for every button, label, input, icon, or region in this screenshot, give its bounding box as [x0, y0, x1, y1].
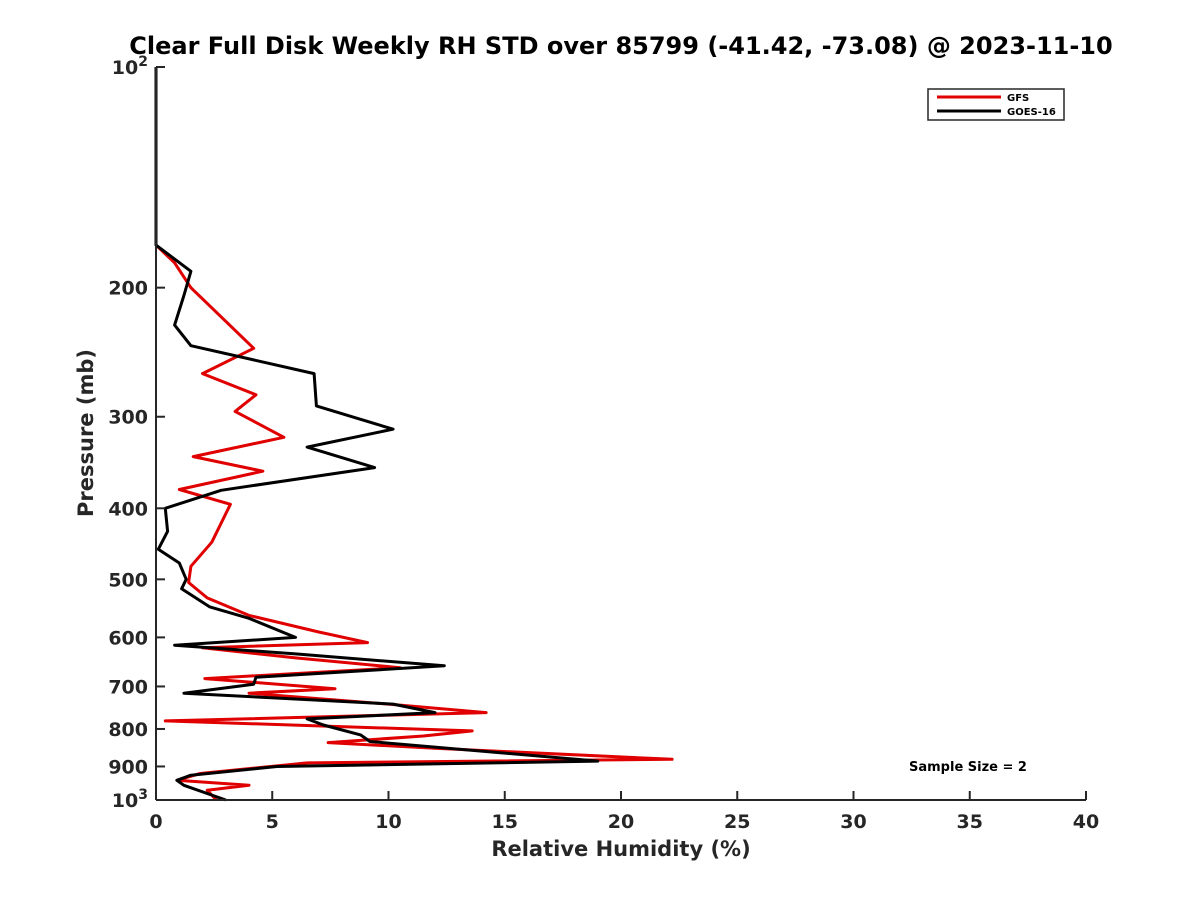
- x-tick-label: 5: [266, 811, 279, 833]
- sample-size-annotation: Sample Size = 2: [909, 760, 1027, 775]
- legend-box: [927, 88, 1065, 121]
- plot-lines: [154, 67, 674, 802]
- series-line-gfs: [154, 67, 674, 802]
- y-tick-label: 200: [108, 278, 148, 300]
- x-tick-label: 0: [149, 811, 162, 833]
- y-tick-label: 800: [108, 719, 148, 741]
- y-tick-label: 300: [108, 407, 148, 429]
- x-tick-label: 10: [375, 811, 401, 833]
- legend-label: GOES-16: [1007, 107, 1056, 118]
- x-tick-label: 35: [957, 811, 983, 833]
- x-axis-ticks: 0 5 10 15 20 25 30 35 40: [149, 791, 1099, 833]
- x-tick-label: 20: [608, 811, 634, 833]
- x-tick-label: 25: [724, 811, 750, 833]
- y-tick-label: 900: [108, 756, 148, 778]
- y-tick-label: 500: [108, 569, 148, 591]
- series-line-goes-16: [154, 67, 600, 802]
- y-tick-label: 600: [108, 627, 148, 649]
- y-axis-label: Pressure (mb): [74, 349, 98, 517]
- y-axis-ticks: 102 200 300 400 500 600 700 800 900 103: [108, 54, 165, 812]
- x-tick-label: 30: [840, 811, 866, 833]
- y-tick-label: 400: [108, 498, 148, 520]
- legend-label: GFS: [1007, 93, 1029, 104]
- x-axis-label: Relative Humidity (%): [491, 837, 750, 861]
- x-tick-label: 40: [1073, 811, 1099, 833]
- x-tick-label: 15: [492, 811, 518, 833]
- y-tick-label: 700: [108, 676, 148, 698]
- y-tick-label: 102: [112, 54, 148, 79]
- chart-title: Clear Full Disk Weekly RH STD over 85799…: [129, 32, 1112, 60]
- legend: GFS GOES-16: [927, 88, 1065, 121]
- y-tick-label: 103: [112, 787, 148, 812]
